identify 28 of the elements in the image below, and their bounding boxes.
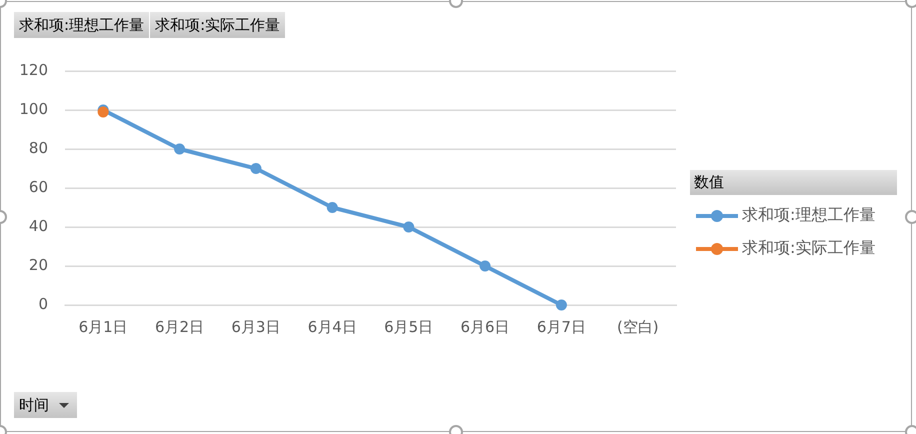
y-tick-label: 80 xyxy=(28,138,48,157)
x-tick-label: 6月5日 xyxy=(384,318,434,336)
field-button: 时间 xyxy=(14,392,77,418)
x-tick-label: (空白) xyxy=(616,318,659,336)
y-tick-label: 0 xyxy=(38,294,48,313)
point xyxy=(480,260,491,272)
x-tick-label: 6月7日 xyxy=(536,318,586,336)
field-button: 求和项:实际工作量 xyxy=(150,12,286,38)
point xyxy=(174,144,186,154)
x-axis-title: 时间 xyxy=(19,395,49,416)
y-tick-label: 100 xyxy=(19,100,48,118)
point xyxy=(326,202,338,213)
point xyxy=(556,300,567,310)
legend-label: 求和项:实际工作量 xyxy=(742,238,876,259)
field-button: 数值 xyxy=(690,170,897,195)
x-tick-label: 6月3日 xyxy=(231,318,280,336)
y-tick-label: 60 xyxy=(28,178,48,196)
x-tick-label: 6月1日 xyxy=(78,318,128,336)
y-tick-label: 120 xyxy=(19,60,48,79)
y-tick-label: 40 xyxy=(28,216,48,235)
x-tick-label: 6月4日 xyxy=(308,318,357,336)
point xyxy=(403,222,414,232)
y-tick-label: 20 xyxy=(28,256,48,274)
x-tick-label: 6月2日 xyxy=(155,318,204,336)
field-button: 求和项:理想工作量 xyxy=(14,12,150,38)
x-tick-label: 6月6日 xyxy=(460,318,510,336)
point xyxy=(250,163,262,174)
legend-label: 求和项:理想工作量 xyxy=(742,205,876,226)
